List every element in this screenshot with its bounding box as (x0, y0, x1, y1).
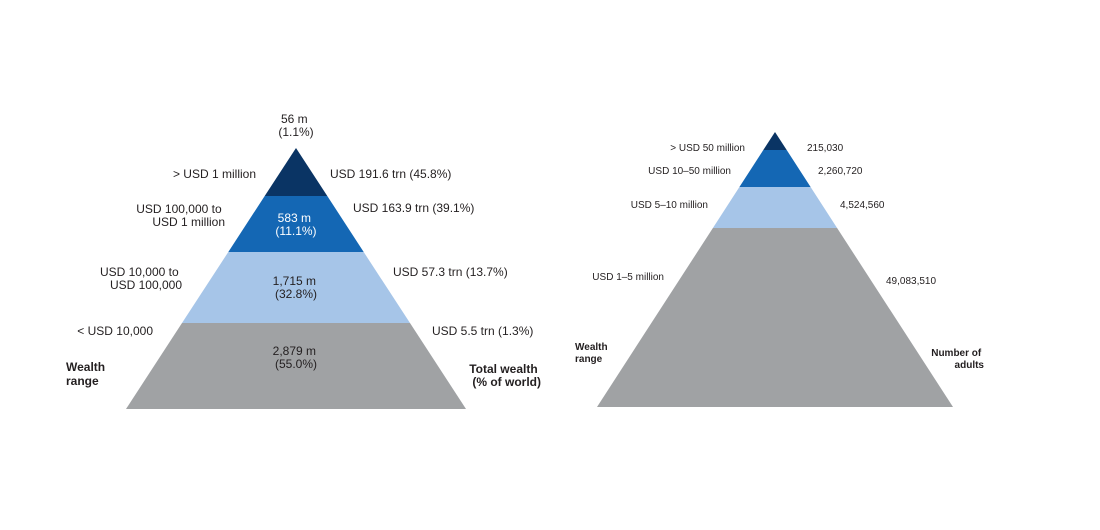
pyramid1-tier1-wealth-label: USD 191.6 trn (45.8%) (330, 167, 451, 181)
pyramid1-tier4-range-label: < USD 10,000 (77, 324, 153, 338)
pyramid2-tier2-shape (739, 150, 811, 187)
pyramid1-tier1-range-label: > USD 1 million (173, 167, 256, 181)
pyramid1-tier1-shape (264, 148, 328, 196)
pyramid2-tier2-range-label: USD 10–50 million (648, 166, 731, 177)
pyramid1-tier3-wealth-label: USD 57.3 trn (13.7%) (393, 265, 508, 279)
pyramid1-tier3-range-label: USD 10,000 to USD 100,000 (100, 265, 182, 292)
pyramid1-tier4-adults-label: 2,879 m (55.0%) (273, 344, 320, 371)
pyramid2-tier3-range-label: USD 5–10 million (631, 200, 708, 211)
pyramid2-tier4-shape (597, 228, 953, 407)
pyramid2-tier1-range-label: > USD 50 million (670, 143, 745, 154)
pyramid2-right-axis-caption: Number of adults (931, 348, 984, 371)
millionaire-pyramid: > USD 50 million USD 10–50 million USD 5… (575, 132, 984, 407)
pyramid1-tier2-range-label: USD 100,000 to USD 1 million (136, 202, 225, 229)
pyramid2-tier2-adults-label: 2,260,720 (818, 166, 863, 177)
pyramid1-tier2-wealth-label: USD 163.9 trn (39.1%) (353, 201, 474, 215)
pyramid1-tier3-shape (182, 252, 410, 323)
pyramid1-tier3-adults-label: 1,715 m (32.8%) (273, 274, 320, 301)
pyramid2-left-axis-caption: Wealth range (575, 342, 610, 365)
pyramid1-tier4-shape (126, 323, 466, 409)
pyramid1-tier4-wealth-label: USD 5.5 trn (1.3%) (432, 324, 533, 338)
pyramid2-tier1-shape (763, 132, 787, 150)
pyramid2-tier4-adults-label: 49,083,510 (886, 276, 936, 287)
global-wealth-pyramid: 56 m (1.1%) 583 m (11.1%) 1,715 m (32.8%… (66, 112, 541, 409)
pyramid1-tier1-adults-label: 56 m (1.1%) (278, 112, 313, 139)
pyramid2-tier3-adults-label: 4,524,560 (840, 200, 885, 211)
pyramid1-tier2-adults-label: 583 m (11.1%) (275, 211, 316, 238)
pyramid1-right-axis-caption: Total wealth (% of world) (469, 362, 541, 389)
pyramid1-tier2-shape (228, 196, 364, 252)
pyramid2-tier3-shape (712, 187, 838, 228)
pyramid1-left-axis-caption: Wealth range (66, 360, 108, 388)
pyramid2-tier4-range-label: USD 1–5 million (592, 272, 664, 283)
pyramid2-tier1-adults-label: 215,030 (807, 143, 844, 154)
